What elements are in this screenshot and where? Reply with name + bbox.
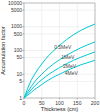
grid: [24, 3, 95, 98]
curve-label: 2MeV: [63, 63, 77, 69]
y-grid-line: [24, 26, 95, 27]
plot-background: [24, 3, 95, 98]
curve: [24, 52, 95, 98]
y-tick-label: 10000: [8, 0, 22, 6]
y-tick-label: 5: [19, 78, 22, 84]
curve: [24, 60, 95, 98]
curve-label: 1MeV: [61, 54, 75, 60]
curve-label: 0.5MeV: [54, 44, 72, 50]
y-grid-line: [24, 33, 95, 34]
x-tick-label: 0: [23, 100, 26, 106]
series-group: [24, 24, 95, 98]
curve: [24, 24, 95, 98]
x-tick-label: 200: [91, 100, 100, 106]
y-grid-line: [24, 57, 95, 58]
plot-frame: [24, 3, 95, 98]
y-tick-label: 5000: [11, 7, 22, 13]
y-axis-label: Accumulation factor: [0, 26, 6, 74]
y-grid-line: [24, 10, 95, 11]
y-tick-label: 50: [16, 54, 22, 60]
y-tick-label: 1000: [11, 23, 22, 29]
chart: 0501001502001510501005001000500010000Thi…: [0, 0, 100, 112]
y-tick-label: 500: [14, 31, 23, 37]
y-tick-label: 10: [16, 71, 22, 77]
curve-label: 4MeV: [65, 70, 79, 76]
curve: [24, 42, 95, 98]
y-tick-label: 1: [19, 95, 22, 101]
x-axis-label: Thickness (cm): [41, 106, 78, 112]
y-tick-label: 100: [14, 47, 23, 53]
axes: 0501001502001510501005001000500010000: [8, 0, 99, 106]
y-grid-line: [24, 50, 95, 51]
annotations: 0.5MeV 1MeV 2MeV4MeV: [54, 44, 78, 76]
